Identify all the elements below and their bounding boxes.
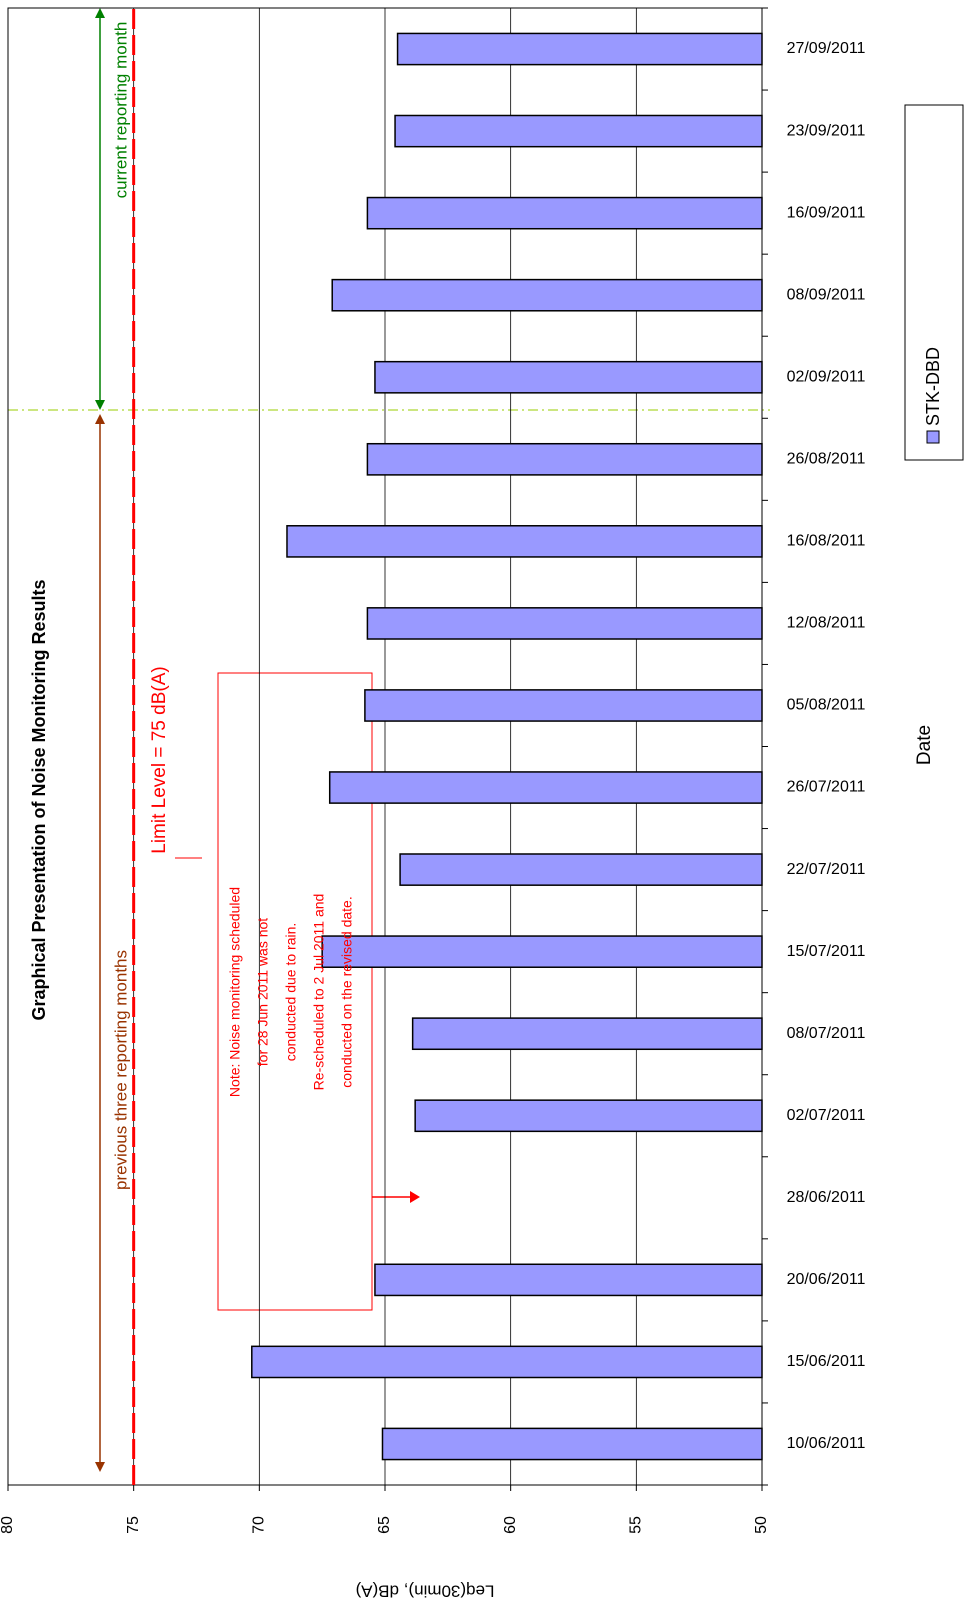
x-tick-label: 05/08/2011 — [787, 697, 866, 714]
x-tick-label: 10/06/2011 — [787, 1435, 866, 1452]
legend-swatch — [926, 430, 940, 444]
x-tick-label: 26/08/2011 — [787, 451, 866, 468]
bar — [411, 1017, 763, 1051]
x-tick-label: 08/07/2011 — [787, 1025, 866, 1042]
bar — [366, 442, 763, 476]
previous-period-label: previous three reporting months — [111, 950, 130, 1190]
bar — [366, 607, 763, 640]
bar — [414, 1099, 763, 1133]
note-box — [217, 672, 373, 1311]
x-tick-label: 28/06/2011 — [787, 1189, 866, 1206]
legend-label: STK-DBD — [923, 347, 943, 426]
x-tick-label: 02/07/2011 — [787, 1107, 866, 1124]
x-tick-label: 16/09/2011 — [787, 204, 866, 221]
bar — [331, 278, 763, 312]
limit-label: Limit Level = 75 dB(A) — [149, 666, 170, 853]
note-line: Note: Noise monitoring scheduled — [227, 887, 243, 1097]
x-tick-label: 08/09/2011 — [787, 286, 866, 303]
rotated-chart: Graphical Presentation of Noise Monitori… — [0, 7, 964, 1601]
note-line: conducted on the revised date. — [339, 896, 355, 1087]
bar — [374, 360, 763, 394]
note-line: Re-scheduled to 2 Jul 2011 and — [311, 894, 327, 1091]
bar — [381, 1427, 763, 1461]
x-tick-label: 02/09/2011 — [787, 368, 866, 385]
y-tick-label: 75 — [125, 1516, 142, 1534]
y-axis-label: Leq(30min), dB(A) — [356, 1582, 495, 1601]
bar — [364, 689, 763, 722]
bar — [399, 853, 763, 886]
x-tick-label: 15/06/2011 — [787, 1353, 866, 1370]
y-tick-label: 50 — [753, 1516, 770, 1534]
x-tick-label: 15/07/2011 — [787, 943, 866, 960]
y-tick-label: 70 — [251, 1516, 268, 1534]
bar — [286, 525, 763, 558]
bar — [328, 771, 763, 804]
note-arrowhead — [410, 1191, 420, 1203]
x-tick-label: 26/07/2011 — [787, 779, 866, 796]
x-tick-label: 20/06/2011 — [787, 1271, 866, 1288]
y-tick-label: 60 — [502, 1516, 519, 1534]
bar — [374, 1263, 763, 1297]
x-tick-label: 23/09/2011 — [787, 122, 866, 139]
x-tick-label: 12/08/2011 — [787, 615, 866, 632]
y-tick-label: 55 — [628, 1516, 645, 1534]
x-tick-label: 22/07/2011 — [787, 861, 866, 878]
x-tick-label: 16/08/2011 — [787, 533, 866, 550]
bar — [396, 32, 763, 66]
x-axis-label: Date — [914, 725, 935, 765]
current-period-label: current reporting month — [111, 22, 130, 199]
bar — [394, 114, 763, 148]
bar — [321, 935, 763, 968]
legend-box — [904, 104, 964, 461]
bar — [251, 1345, 763, 1379]
y-tick-label: 65 — [376, 1516, 393, 1534]
x-tick-label: 27/09/2011 — [787, 40, 866, 57]
note-line: for 28 Jun 2011 was not — [255, 918, 271, 1067]
note-line: conducted due to rain. — [283, 923, 299, 1062]
y-tick-label: 80 — [0, 1516, 16, 1534]
bar — [366, 196, 763, 230]
chart-title: Graphical Presentation of Noise Monitori… — [29, 579, 49, 1020]
